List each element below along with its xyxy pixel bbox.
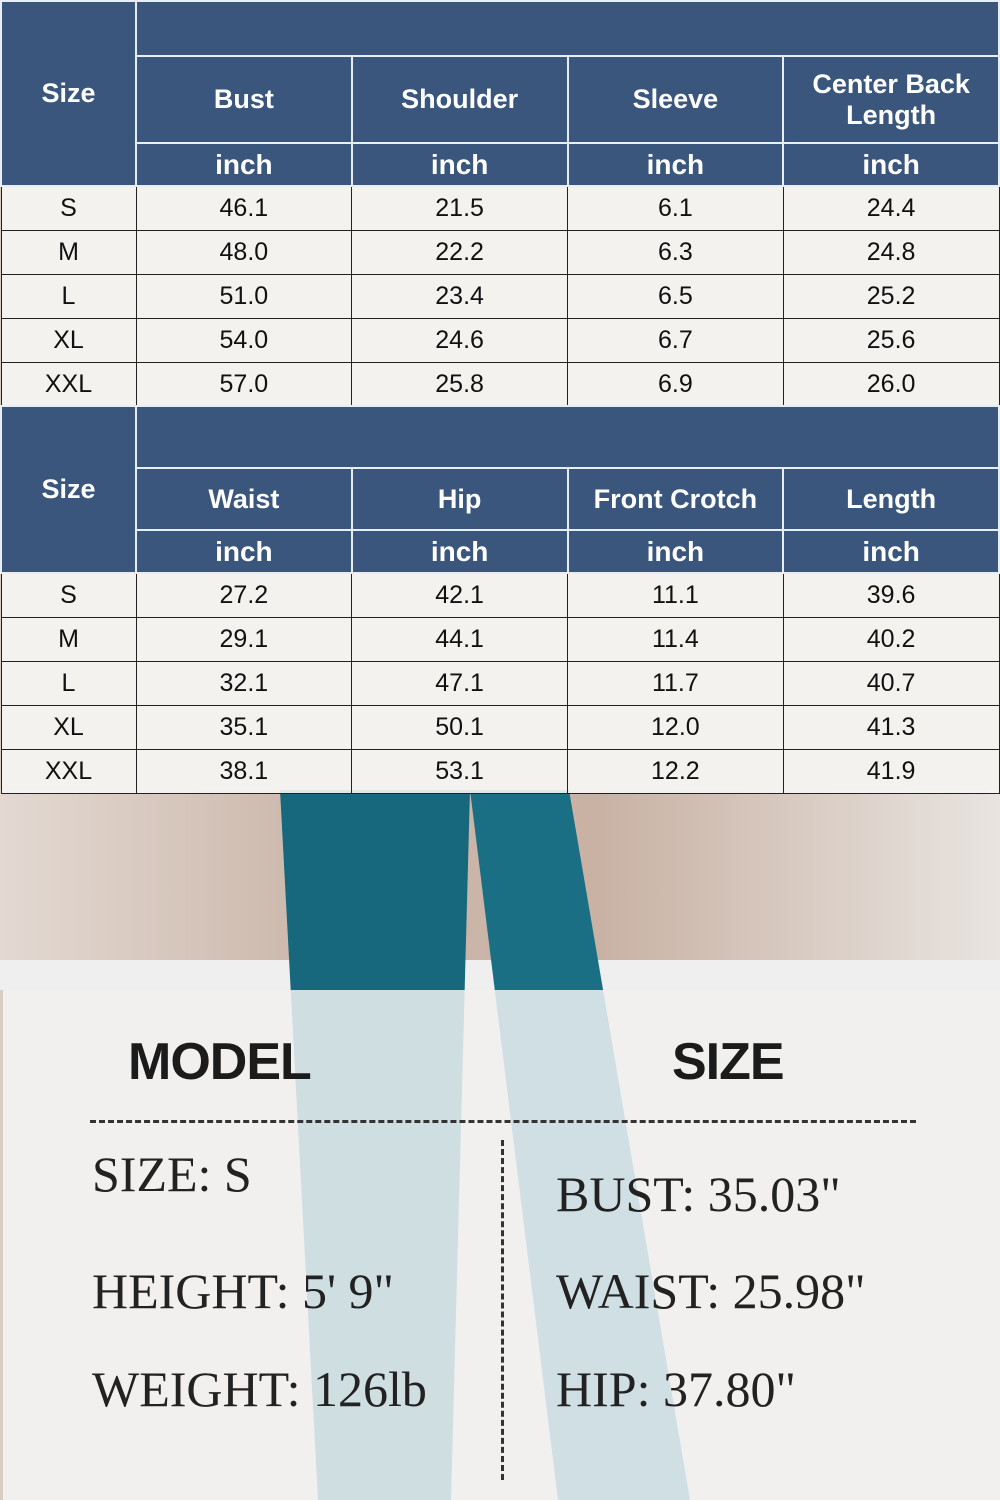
table-cell: 40.7 [782,660,1000,706]
table-cell: 26.0 [782,361,1000,407]
table-cell: 32.1 [135,660,353,706]
table-row: XXL 38.1 53.1 12.2 41.9 [0,748,1000,794]
table-cell: 6.5 [567,273,784,319]
size-cell: M [0,616,137,662]
table-row: M 29.1 44.1 11.4 40.2 [0,616,1000,662]
size-cell: XXL [0,748,137,794]
table-cell: 46.1 [135,185,353,231]
unit-label: inch [566,142,785,187]
column-header: Bust [135,55,353,144]
unit-label: inch [782,529,1000,574]
table-cell: 41.3 [782,704,1000,750]
size-title: SIZE [672,1033,785,1091]
table-cell: 40.2 [782,616,1000,662]
table-row: XXL 57.0 25.8 6.9 26.0 [0,361,1000,407]
table-row: XL 54.0 24.6 6.7 25.6 [0,317,1000,363]
header-blank [135,405,1000,469]
table-cell: 50.1 [351,704,568,750]
table-cell: 27.2 [135,572,353,618]
model-hip: HIP: 37.80" [556,1361,796,1417]
bottom-size-table: Size Waist Hip Front Crotch Length inch inch… [0,405,1000,794]
table-row: S 27.2 42.1 11.1 39.6 [0,572,1000,618]
table-cell: 12.2 [567,748,784,794]
table-row: L 32.1 47.1 11.7 40.7 [0,660,1000,706]
table-row: S 46.1 21.5 6.1 24.4 [0,185,1000,231]
table-cell: 22.2 [351,229,568,275]
unit-label: inch [135,142,353,187]
table-cell: 25.6 [782,317,1000,363]
table-cell: 21.5 [351,185,568,231]
table-cell: 54.0 [135,317,353,363]
model-title: MODEL [128,1033,312,1091]
size-cell: S [0,572,137,618]
table-cell: 35.1 [135,704,353,750]
table-cell: 53.1 [351,748,568,794]
model-bust: BUST: 35.03" [556,1166,841,1222]
column-header: Hip [350,467,569,531]
table-cell: 11.7 [567,660,784,706]
table-cell: 12.0 [567,704,784,750]
size-cell: L [0,660,137,706]
table-cell: 44.1 [351,616,568,662]
table-cell: 38.1 [135,748,353,794]
column-header: Front Crotch [566,467,785,531]
size-cell: M [0,229,137,275]
table-cell: 25.2 [782,273,1000,319]
size-header: Size [0,0,137,187]
unit-label: inch [350,142,569,187]
model-size: SIZE: S [92,1146,252,1202]
size-cell: L [0,273,137,319]
table-cell: 51.0 [135,273,353,319]
table-row: M 48.0 22.2 6.3 24.8 [0,229,1000,275]
column-header: Waist [135,467,353,531]
table-cell: 6.7 [567,317,784,363]
size-header: Size [0,405,137,574]
table-cell: 57.0 [135,361,353,407]
top-size-table: Size Bust Shoulder Sleeve Center Back Lengt… [0,0,1000,407]
table-cell: 41.9 [782,748,1000,794]
table-cell: 11.4 [567,616,784,662]
column-header: Length [782,467,1000,531]
unit-label: inch [135,529,353,574]
size-cell: XXL [0,361,137,407]
table-cell: 42.1 [351,572,568,618]
table-cell: 23.4 [351,273,568,319]
table-cell: 47.1 [351,660,568,706]
header-blank [135,0,1000,57]
model-weight: WEIGHT: 126lb [92,1361,427,1417]
unit-label: inch [566,529,785,574]
table-cell: 11.1 [567,572,784,618]
column-header: Sleeve [566,55,785,144]
size-cell: S [0,185,137,231]
table-cell: 29.1 [135,616,353,662]
table-row: XL 35.1 50.1 12.0 41.3 [0,704,1000,750]
table-cell: 24.6 [351,317,568,363]
table-cell: 6.9 [567,361,784,407]
unit-label: inch [782,142,1000,187]
model-height: HEIGHT: 5' 9" [92,1263,394,1319]
divider-vertical [501,1140,504,1480]
model-waist: WAIST: 25.98" [556,1263,866,1319]
size-cell: XL [0,704,137,750]
size-cell: XL [0,317,137,363]
table-cell: 24.4 [782,185,1000,231]
column-header: Center Back Length [782,55,1000,144]
table-row: L 51.0 23.4 6.5 25.2 [0,273,1000,319]
column-header: Shoulder [350,55,569,144]
table-cell: 48.0 [135,229,353,275]
table-cell: 6.3 [567,229,784,275]
table-cell: 6.1 [567,185,784,231]
unit-label: inch [350,529,569,574]
table-cell: 39.6 [782,572,1000,618]
divider-horizontal [90,1120,916,1123]
table-cell: 24.8 [782,229,1000,275]
table-cell: 25.8 [351,361,568,407]
